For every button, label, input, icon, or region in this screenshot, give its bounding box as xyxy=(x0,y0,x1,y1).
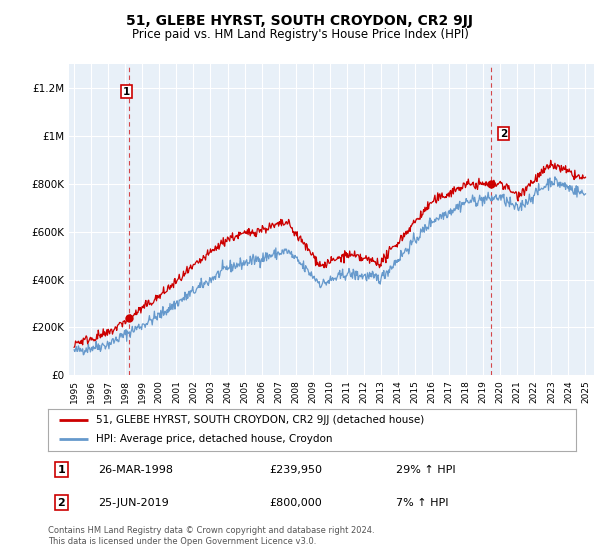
Text: 7% ↑ HPI: 7% ↑ HPI xyxy=(397,498,449,507)
Text: 25-JUN-2019: 25-JUN-2019 xyxy=(98,498,169,507)
Text: 1: 1 xyxy=(58,465,65,475)
Text: 2: 2 xyxy=(500,129,507,139)
Text: 51, GLEBE HYRST, SOUTH CROYDON, CR2 9JJ: 51, GLEBE HYRST, SOUTH CROYDON, CR2 9JJ xyxy=(127,14,473,28)
Text: 1: 1 xyxy=(123,87,130,97)
Text: 2: 2 xyxy=(58,498,65,507)
Text: HPI: Average price, detached house, Croydon: HPI: Average price, detached house, Croy… xyxy=(95,435,332,445)
Text: 51, GLEBE HYRST, SOUTH CROYDON, CR2 9JJ (detached house): 51, GLEBE HYRST, SOUTH CROYDON, CR2 9JJ … xyxy=(95,415,424,425)
Text: 26-MAR-1998: 26-MAR-1998 xyxy=(98,465,173,475)
Text: 29% ↑ HPI: 29% ↑ HPI xyxy=(397,465,456,475)
Text: Price paid vs. HM Land Registry's House Price Index (HPI): Price paid vs. HM Land Registry's House … xyxy=(131,28,469,41)
Text: Contains HM Land Registry data © Crown copyright and database right 2024.
This d: Contains HM Land Registry data © Crown c… xyxy=(48,526,374,546)
Text: £239,950: £239,950 xyxy=(270,465,323,475)
Text: £800,000: £800,000 xyxy=(270,498,323,507)
